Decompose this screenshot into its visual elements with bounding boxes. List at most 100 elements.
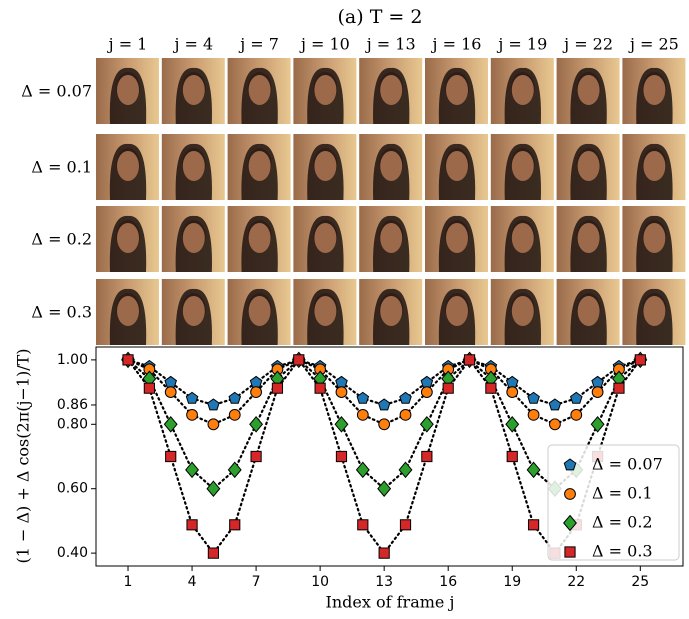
face bbox=[446, 75, 468, 105]
y-axis-label: (1 − Δ) + Δ cos(2π(j−1)/T) bbox=[14, 348, 33, 563]
legend-label: Δ = 0.3 bbox=[592, 542, 653, 561]
face bbox=[117, 151, 139, 181]
face bbox=[380, 151, 403, 181]
data-point bbox=[335, 386, 348, 398]
data-point bbox=[249, 416, 264, 433]
face bbox=[380, 296, 403, 326]
data-point bbox=[399, 519, 412, 531]
data-point bbox=[506, 386, 519, 398]
face bbox=[577, 223, 600, 253]
data-point bbox=[335, 450, 348, 463]
data-point bbox=[164, 375, 178, 388]
plot-frame bbox=[95, 346, 684, 567]
legend-label: Δ = 0.1 bbox=[592, 484, 653, 503]
data-point bbox=[569, 391, 583, 404]
data-point bbox=[590, 416, 605, 433]
data-point bbox=[570, 408, 583, 421]
data-point bbox=[377, 480, 392, 497]
data-point bbox=[549, 418, 561, 431]
data-point bbox=[335, 375, 348, 388]
column-label: j = 7 bbox=[238, 35, 279, 54]
face bbox=[380, 223, 403, 253]
data-point bbox=[506, 450, 518, 463]
face bbox=[314, 223, 337, 253]
data-point bbox=[419, 416, 434, 433]
face bbox=[577, 151, 600, 181]
data-point bbox=[356, 391, 370, 404]
data-point bbox=[314, 382, 326, 394]
column-label: j = 19 bbox=[496, 35, 547, 54]
data-point bbox=[206, 480, 221, 497]
face bbox=[511, 151, 534, 181]
face bbox=[643, 151, 666, 181]
face bbox=[511, 75, 534, 105]
x-tick-label: 10 bbox=[311, 574, 329, 590]
face bbox=[248, 296, 271, 326]
data-point bbox=[228, 408, 241, 421]
y-tick-label: 0.40 bbox=[57, 545, 88, 561]
legend-marker bbox=[564, 488, 576, 500]
face bbox=[577, 296, 600, 326]
data-point bbox=[165, 450, 177, 463]
data-point bbox=[357, 519, 369, 531]
data-point bbox=[228, 391, 242, 404]
data-point bbox=[186, 408, 198, 421]
data-point bbox=[249, 375, 263, 388]
column-label: j = 13 bbox=[365, 35, 416, 54]
column-label: j = 10 bbox=[299, 35, 350, 54]
data-point bbox=[378, 547, 390, 559]
data-point bbox=[591, 386, 604, 398]
data-point bbox=[399, 408, 412, 421]
data-point bbox=[164, 386, 177, 398]
y-tick-label: 0.80 bbox=[57, 416, 88, 432]
face bbox=[511, 223, 534, 253]
column-label: j = 1 bbox=[107, 35, 148, 54]
data-point bbox=[207, 398, 220, 411]
data-point bbox=[591, 375, 604, 388]
data-point bbox=[334, 416, 349, 433]
data-point bbox=[485, 382, 497, 394]
face bbox=[643, 75, 666, 105]
row-label: Δ = 0.07 bbox=[21, 82, 92, 101]
data-point bbox=[526, 461, 541, 479]
data-point bbox=[398, 461, 413, 479]
data-point bbox=[355, 461, 370, 479]
data-point bbox=[527, 519, 540, 531]
data-point bbox=[356, 408, 369, 421]
face bbox=[446, 296, 468, 326]
legend-marker bbox=[563, 514, 577, 532]
x-tick-label: 25 bbox=[631, 574, 649, 590]
face bbox=[248, 223, 271, 253]
data-point bbox=[463, 354, 476, 366]
data-point bbox=[377, 398, 391, 411]
face bbox=[643, 296, 666, 326]
image-grid bbox=[96, 58, 686, 345]
x-tick-label: 22 bbox=[567, 574, 585, 590]
data-point bbox=[527, 391, 540, 404]
data-point bbox=[442, 382, 454, 394]
face bbox=[511, 296, 534, 326]
data-point bbox=[122, 354, 134, 366]
face bbox=[117, 296, 139, 326]
data-point bbox=[185, 391, 199, 404]
series-line bbox=[126, 358, 642, 426]
column-label: j = 16 bbox=[431, 35, 482, 54]
legend-box bbox=[547, 444, 680, 561]
column-label: j = 25 bbox=[628, 35, 679, 54]
data-point bbox=[399, 391, 412, 404]
face bbox=[314, 296, 337, 326]
face bbox=[314, 75, 337, 105]
x-tick-label: 7 bbox=[252, 574, 261, 590]
data-point bbox=[378, 418, 391, 431]
data-point bbox=[420, 375, 434, 388]
face bbox=[182, 223, 205, 253]
data-point bbox=[163, 416, 178, 433]
data-point bbox=[527, 408, 540, 421]
data-point bbox=[186, 519, 198, 531]
column-label: j = 4 bbox=[172, 35, 213, 54]
face bbox=[380, 75, 403, 105]
face bbox=[182, 75, 205, 105]
legend-marker bbox=[563, 458, 577, 471]
data-point bbox=[185, 461, 200, 479]
x-tick-label: 1 bbox=[124, 574, 133, 590]
